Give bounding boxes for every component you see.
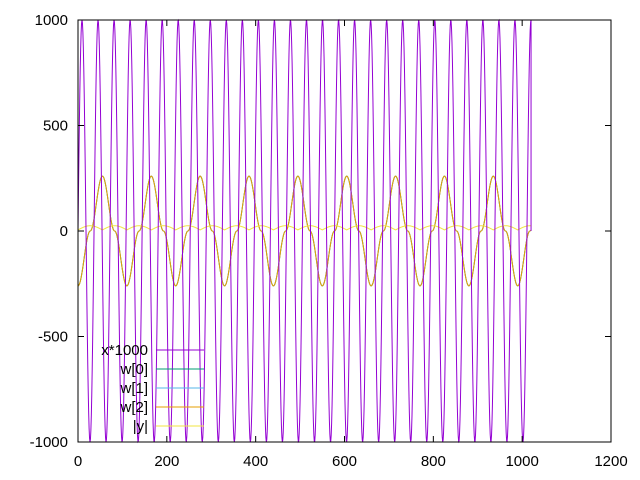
y-tick-label: 1000 — [35, 12, 68, 29]
x-tick-label: 0 — [74, 453, 82, 470]
legend: x*1000 w[0] w[1] w[2] |y| — [101, 342, 204, 435]
x-tick-label: 1000 — [505, 453, 538, 470]
series-line-4 — [77, 225, 532, 231]
y-tick-label: -500 — [38, 329, 68, 346]
series-line-0 — [77, 18, 532, 444]
legend-label: w[2] — [119, 399, 148, 416]
legend-label: w[0] — [119, 361, 148, 378]
y-tick-label: -1000 — [30, 434, 68, 451]
x-tick-label: 600 — [332, 453, 357, 470]
x-tick-label: 800 — [421, 453, 446, 470]
tick-layer: 0 200 400 600 800 1000 1200 -1000 -500 0 500 1000 — [30, 12, 628, 470]
legend-label: x*1000 — [101, 342, 148, 359]
y-tick-label: 500 — [43, 118, 68, 135]
series-line-3 — [77, 175, 532, 287]
series-layer — [77, 18, 532, 444]
legend-label: |y| — [133, 418, 148, 435]
legend-label: w[1] — [119, 380, 148, 397]
x-tick-label: 1200 — [594, 453, 627, 470]
x-tick-label: 400 — [243, 453, 268, 470]
y-tick-label: 0 — [60, 223, 68, 240]
x-tick-label: 200 — [154, 453, 179, 470]
